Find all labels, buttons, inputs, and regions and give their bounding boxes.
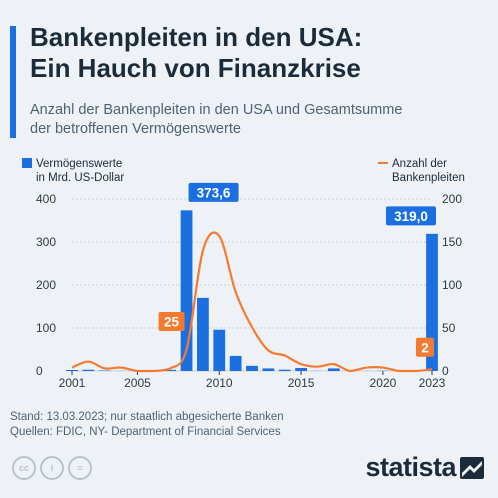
- bar: [426, 233, 438, 371]
- line-series: [71, 231, 433, 373]
- y-left-tick-label: 0: [36, 364, 43, 378]
- brand-logo[interactable]: statista: [365, 452, 456, 482]
- bar: [82, 369, 95, 371]
- x-tick-label: 2005: [124, 376, 151, 390]
- legend-bars: Vermögenswerte in Mrd. US-Dollar: [22, 157, 124, 185]
- legend-left-line-2: in Mrd. US-Dollar: [36, 172, 125, 184]
- title-line-1: Bankenpleiten in den USA:: [30, 22, 363, 52]
- equals-icon[interactable]: =: [68, 456, 92, 480]
- bar: [197, 297, 209, 371]
- annotation-label: 319,0: [394, 209, 428, 224]
- annotation-box: [188, 182, 239, 202]
- y-left-tick-label: 200: [36, 278, 56, 292]
- y-right-tick-label: 0: [442, 364, 449, 378]
- line-swatch-icon: [378, 162, 388, 164]
- title-line-2: Ein Hauch von Finanzkrise: [30, 53, 361, 83]
- legend-line: Anzahl der Bankenpleiten: [378, 157, 486, 185]
- annotation-label: 373,6: [197, 185, 231, 200]
- annotation-label: 2: [421, 340, 429, 355]
- legend-right-line-2: Bankenpleiten: [392, 172, 465, 184]
- annotation-label: 25: [164, 315, 180, 330]
- y-right-tick-label: 50: [442, 321, 456, 335]
- y-right-tick-label: 200: [442, 192, 462, 206]
- person-icon[interactable]: i: [40, 456, 64, 480]
- bar: [66, 369, 78, 371]
- bar-swatch-icon: [22, 158, 32, 168]
- y-right-tick-label: 100: [442, 278, 462, 292]
- bar: [180, 210, 193, 371]
- bar: [246, 365, 258, 371]
- subtitle-line-1: Anzahl der Bankenpleiten in den USA und …: [30, 102, 403, 118]
- x-tick-label: 2020: [370, 376, 397, 390]
- bar: [327, 368, 340, 371]
- annotation-box: [386, 206, 436, 226]
- accent-bar: [10, 26, 16, 138]
- bar: [164, 369, 177, 371]
- bar: [262, 368, 275, 371]
- x-tick-label: 2001: [59, 376, 86, 390]
- bar: [295, 367, 307, 371]
- x-tick-label: 2015: [288, 376, 315, 390]
- legend-left-line-1: Vermögenswerte: [36, 158, 123, 170]
- x-tick-label: 2023: [419, 376, 446, 390]
- y-left-tick-label: 400: [36, 192, 56, 206]
- annotation-box: [416, 337, 434, 357]
- footnote-line-1: Stand: 13.03.2023; nur staatlich abgesic…: [10, 411, 284, 423]
- subtitle: Anzahl der Bankenpleiten in den USA und …: [30, 101, 490, 139]
- bar: [278, 369, 291, 371]
- y-left-tick-label: 300: [36, 235, 56, 249]
- annotation-box: [158, 312, 185, 331]
- page-title: Bankenpleiten in den USA: Ein Hauch von …: [30, 22, 490, 84]
- bar: [229, 355, 242, 371]
- x-tick-label: 2010: [206, 376, 233, 390]
- y-right-tick-label: 150: [442, 235, 462, 249]
- footnote-line-2: Quellen: FDIC, NY- Department of Financi…: [10, 426, 281, 438]
- legend-right-line-1: Anzahl der: [392, 158, 447, 170]
- subtitle-line-2: der betroffenen Vermögenswerte: [30, 121, 241, 137]
- bar: [213, 329, 226, 371]
- y-left-tick-label: 100: [36, 321, 56, 335]
- footnote: Stand: 13.03.2023; nur staatlich abgesic…: [10, 410, 284, 440]
- cc-icon[interactable]: cc: [12, 456, 36, 480]
- statista-logo-icon: [460, 457, 484, 479]
- license-icons: cc i =: [12, 456, 96, 480]
